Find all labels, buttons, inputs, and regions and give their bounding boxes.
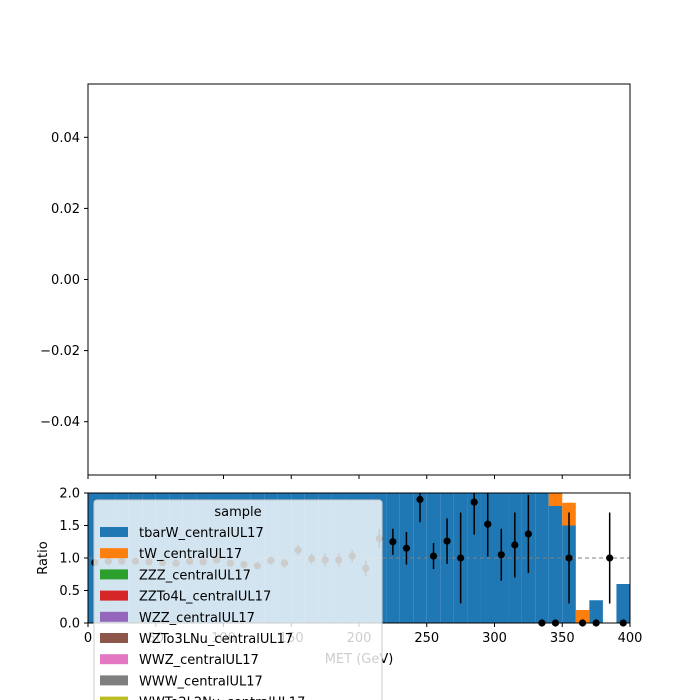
ratio-y-ticks: 0.0 0.5 1.0 1.5 2.0 xyxy=(59,487,88,632)
main-y-tick-label: 0.04 xyxy=(51,131,80,146)
legend-label: ZZTo4L_centralUL17 xyxy=(139,590,271,605)
legend-entries: tbarW_centralUL17 tW_centralUL17 ZZZ_centr… xyxy=(100,526,305,700)
ratio-data-point xyxy=(497,551,505,559)
ratio-x-tick-label: 400 xyxy=(618,631,643,646)
ratio-x-tick-label: 300 xyxy=(482,631,507,646)
legend-swatch xyxy=(100,548,128,559)
main-plot-area xyxy=(88,84,630,475)
ratio-x-tick-label: 0 xyxy=(84,631,92,646)
ratio-data-point xyxy=(389,538,397,546)
legend-label: ZZZ_centralUL17 xyxy=(139,568,251,583)
legend-label: WWTo2L2Nu_centralUL17 xyxy=(139,696,305,700)
legend-swatch xyxy=(100,654,128,665)
ratio-bar xyxy=(575,610,590,623)
main-panel: 0.04 0.02 0.00 −0.02 −0.04 xyxy=(40,83,631,479)
ratio-bar xyxy=(535,493,549,623)
ratio-data-point xyxy=(429,552,438,560)
ratio-bar xyxy=(548,506,563,623)
ratio-bar xyxy=(589,600,603,623)
ratio-data-point xyxy=(606,554,614,562)
main-x-ticks xyxy=(87,475,631,479)
legend-box xyxy=(93,499,383,700)
legend-label: WZTo3LNu_centralUL17 xyxy=(139,632,293,647)
legend-swatch xyxy=(100,696,128,700)
ratio-y-axis-label: Ratio xyxy=(36,541,51,574)
ratio-x-tick-label: 350 xyxy=(550,631,575,646)
ratio-data-point xyxy=(443,537,451,545)
ratio-x-tick-label: 250 xyxy=(414,631,439,646)
ratio-data-point xyxy=(484,520,492,528)
legend: sample tbarW_centralUL17 tW_centralUL17 ZZ… xyxy=(93,499,383,700)
ratio-data-point xyxy=(565,554,573,562)
main-y-tick-label: 0.02 xyxy=(51,202,80,217)
ratio-data-point xyxy=(457,554,465,562)
legend-swatch xyxy=(100,633,128,643)
ratio-data-point xyxy=(402,544,411,552)
legend-swatch xyxy=(100,611,128,622)
ratio-y-tick-label: 0.0 xyxy=(59,617,80,632)
ratio-data-point xyxy=(511,541,519,549)
legend-label: WWZ_centralUL17 xyxy=(139,653,259,668)
ratio-bar xyxy=(616,584,630,623)
main-y-tick-label: 0.00 xyxy=(51,273,80,288)
ratio-y-tick-label: 1.0 xyxy=(59,552,80,567)
legend-label: WWW_centralUL17 xyxy=(139,674,263,689)
main-y-tick-label: −0.02 xyxy=(40,344,80,359)
main-y-tick-label: −0.04 xyxy=(40,415,80,430)
ratio-y-tick-label: 2.0 xyxy=(59,487,80,502)
ratio-y-tick-label: 1.5 xyxy=(59,519,80,534)
main-y-ticks: 0.04 0.02 0.00 −0.02 −0.04 xyxy=(40,131,88,430)
legend-swatch xyxy=(100,590,128,601)
ratio-data-point xyxy=(416,495,424,504)
main-plot-frame xyxy=(87,83,631,476)
legend-swatch xyxy=(100,527,128,537)
legend-title: sample xyxy=(214,505,261,520)
ratio-data-point xyxy=(524,530,532,538)
legend-swatch xyxy=(100,675,128,686)
ratio-data-point xyxy=(470,498,478,506)
ratio-y-tick-label: 0.5 xyxy=(59,584,80,599)
legend-label: tbarW_centralUL17 xyxy=(139,526,264,541)
legend-label: WZZ_centralUL17 xyxy=(139,611,255,626)
legend-swatch xyxy=(100,569,128,580)
legend-label: tW_centralUL17 xyxy=(139,547,242,562)
ratio-bar xyxy=(548,493,563,506)
